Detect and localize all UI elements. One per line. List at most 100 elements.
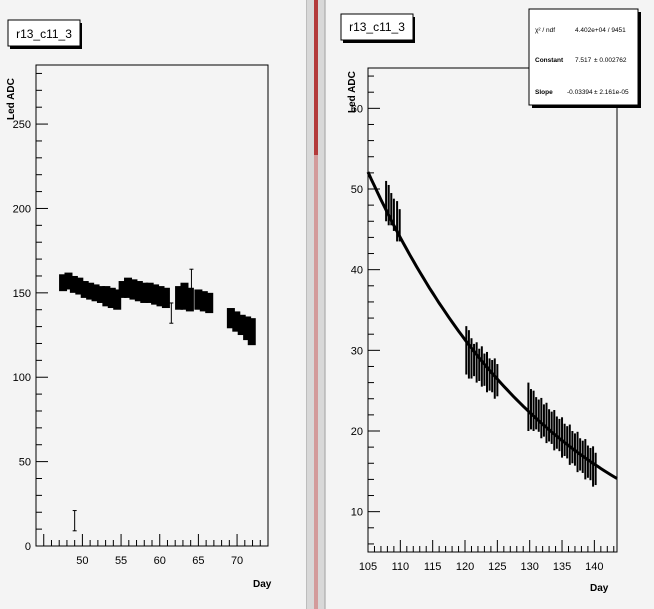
left-y-tick-label: 200	[13, 203, 31, 215]
left-x-tick-label: 70	[231, 555, 243, 567]
left-data-point	[226, 308, 235, 329]
left-data-marks	[59, 268, 256, 532]
right-data-point	[563, 423, 566, 457]
right-data-point	[387, 184, 390, 226]
right-x-tick-label: 110	[392, 561, 410, 573]
right-data-point	[561, 417, 564, 458]
left-data-point	[175, 286, 184, 310]
right-plot-frame	[367, 67, 618, 553]
left-data-point	[247, 318, 256, 346]
stats-box	[528, 8, 639, 106]
left-y-tick-label: 100	[13, 372, 31, 384]
right-data-point	[478, 348, 481, 381]
stats-constant-label: Constant	[535, 57, 564, 64]
right-title-box	[340, 13, 414, 41]
left-data-point	[185, 287, 194, 312]
right-data-point	[465, 326, 468, 375]
right-data-point	[491, 360, 494, 393]
right-data-point	[475, 342, 478, 383]
right-data-point	[493, 358, 496, 399]
right-x-tick-label: 115	[424, 561, 442, 573]
right-data-point	[540, 397, 543, 439]
right-data-point	[486, 351, 489, 393]
right-data-point	[527, 382, 530, 431]
left-title-box	[7, 19, 81, 47]
right-chart-svg: r13_c11_3 Led ADC Day 105 110 115 120 125 130…	[340, 8, 641, 594]
left-data-point	[161, 287, 170, 309]
stats-chi2-value: 4.402e+04 / 9451	[575, 27, 626, 34]
left-data-point	[199, 291, 208, 312]
right-x-tick-label: 105	[359, 561, 377, 573]
right-data-point	[592, 446, 595, 487]
window-divider-scrollbar[interactable]	[306, 0, 325, 609]
right-data-point	[480, 346, 483, 387]
right-y-tick-label: 10	[351, 507, 363, 519]
right-y-tick-label: 50	[351, 184, 363, 196]
left-axes: 50 55 60 65 70 0 50 100 150 200 250	[13, 72, 269, 567]
left-y-tick-label: 150	[13, 288, 31, 300]
right-data-point	[550, 411, 553, 444]
left-chart-title: r13_c11_3	[16, 27, 72, 41]
right-data-point	[555, 416, 558, 449]
right-data-point	[488, 358, 491, 391]
right-data-point	[594, 452, 597, 486]
right-data-point	[473, 343, 476, 377]
fit-stats-box: χ² / ndf 4.402e+04 / 9451 Constant 7.517…	[528, 8, 641, 108]
left-data-point	[80, 281, 89, 298]
left-data-point	[180, 282, 189, 310]
right-data-point	[396, 201, 399, 242]
right-data-point	[589, 447, 592, 481]
right-y-tick-label: 20	[351, 426, 363, 438]
left-data-point	[129, 279, 138, 300]
left-data-point	[107, 287, 116, 309]
left-data-point	[59, 274, 68, 292]
left-x-tick-label: 55	[115, 555, 127, 567]
left-data-point	[205, 292, 214, 314]
left-plot-frame	[35, 64, 269, 547]
right-data-point	[542, 404, 545, 437]
left-data-point	[140, 282, 149, 303]
scrollbar-thumb[interactable]	[314, 0, 318, 155]
left-data-point	[237, 314, 246, 336]
left-data-point	[151, 284, 160, 305]
right-x-tick-label: 130	[521, 561, 539, 573]
right-data-point	[470, 338, 473, 379]
left-y-tick-label: 250	[13, 119, 31, 131]
left-data-point	[91, 284, 100, 302]
right-x-axis-label: Day	[590, 583, 609, 594]
left-x-tick-label: 60	[154, 555, 166, 567]
stats-slope-label: Slope	[535, 89, 553, 96]
left-data-point	[243, 316, 252, 341]
right-canvas-window: r13_c11_3 Led ADC Day 105 110 115 120 125 130…	[325, 0, 654, 609]
right-data-point	[535, 397, 538, 430]
left-x-tick-label: 65	[192, 555, 204, 567]
right-x-tick-label: 135	[553, 561, 571, 573]
stats-constant-error: ± 0.002762	[594, 57, 627, 64]
left-data-point	[102, 286, 111, 307]
right-data-marks	[385, 180, 597, 487]
left-data-point	[232, 311, 241, 332]
left-data-point	[86, 282, 95, 300]
right-data-point	[566, 426, 569, 459]
right-data-point	[548, 409, 551, 442]
left-data-point	[69, 275, 78, 293]
left-y-tick-label: 50	[19, 457, 31, 469]
right-y-axis-label: Led ADC	[347, 71, 358, 113]
left-y-tick-label: 0	[25, 541, 31, 553]
right-data-point	[558, 418, 561, 452]
left-data-point	[113, 289, 122, 310]
right-axes: 105 110 115 120 125 130 135 140 10 20 30 40 50 60	[351, 75, 615, 573]
right-data-point	[553, 410, 556, 451]
right-data-point	[529, 389, 532, 430]
right-chart-title: r13_c11_3	[349, 20, 405, 34]
right-y-tick-label: 30	[351, 345, 363, 357]
right-data-point	[398, 209, 401, 242]
left-data-point	[96, 286, 105, 303]
left-data-point	[156, 286, 165, 307]
scrollbar-track[interactable]	[314, 155, 318, 609]
stats-slope-error: ± 2.161e-05	[594, 89, 629, 96]
right-data-point	[532, 390, 535, 431]
right-data-point	[483, 353, 486, 386]
left-data-point	[134, 281, 143, 302]
